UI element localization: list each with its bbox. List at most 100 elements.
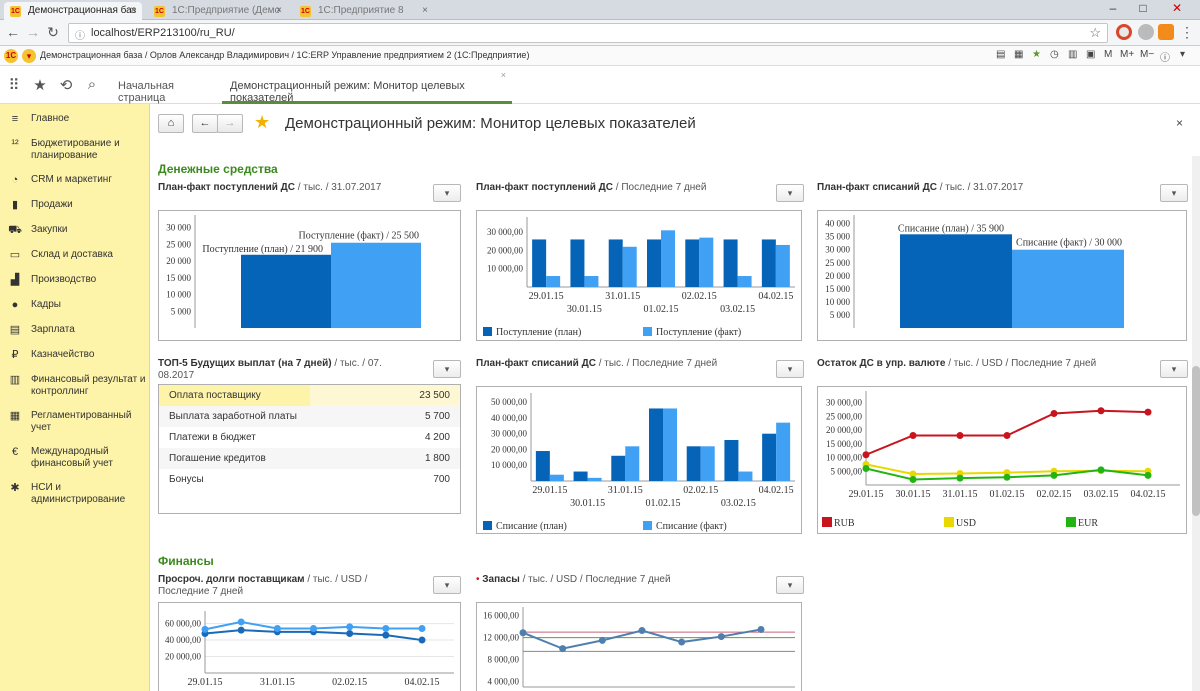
sidebar-item[interactable]: ≡ Главное	[0, 113, 150, 125]
back-button[interactable]: ←	[192, 114, 218, 133]
close-tab-icon[interactable]: ×	[130, 5, 136, 16]
rss-icon[interactable]	[1158, 24, 1174, 40]
x-tick-label: 29.01.15	[532, 485, 567, 496]
forward-arrow-icon[interactable]: →	[26, 24, 40, 40]
widget-menu-button[interactable]: ▾	[776, 576, 804, 594]
chevron-down-icon: ▾	[444, 364, 450, 374]
data-point	[909, 470, 917, 478]
address-bar: ← → ↻ ⓘ localhost/ERP213100/ru_RU/ ☆ ⋮	[0, 20, 1200, 46]
table-row[interactable]: Погашение кредитов 1 800	[159, 448, 460, 469]
section-finance: Финансы	[158, 554, 214, 568]
table-row[interactable]: Оплата поставщику 23 500	[159, 385, 460, 406]
chart-cash-in-7-days: 30 000,00 20 000,00 10 000,00 29.01.15 31.01…	[476, 210, 802, 341]
reload-icon[interactable]: ↻	[47, 24, 59, 40]
chevron-down-icon: ▾	[444, 580, 450, 590]
widget-menu-button[interactable]: ▾	[433, 360, 461, 378]
browser-tab-3[interactable]: 1С 1С:Предприятие 8 ×	[300, 5, 428, 17]
table-row[interactable]: Бонусы 700	[159, 469, 460, 490]
tab-home[interactable]: Начальная страница	[118, 80, 174, 104]
data-point	[519, 629, 527, 637]
y-tick-label: 20 000,00	[165, 652, 202, 662]
sidebar-item[interactable]: ● Кадры	[0, 299, 150, 311]
apps-grid-icon[interactable]: ⠿	[8, 77, 20, 94]
print-icon[interactable]: ▦	[1014, 49, 1024, 60]
history-icon[interactable]: ⟲	[59, 77, 73, 94]
sidebar-item[interactable]: ◔ CRM и маркетинг	[0, 174, 150, 186]
sidebar-item[interactable]: ¹² Бюджетирование и планирование	[0, 138, 150, 162]
data-point	[559, 645, 567, 653]
browser-menu-icon[interactable]: ⋮	[1180, 24, 1194, 40]
close-window-icon[interactable]: ✕	[1171, 1, 1183, 15]
forward-button[interactable]: →	[217, 114, 243, 133]
legend-label: EUR	[1078, 518, 1098, 529]
calculator-icon[interactable]: ▣	[1086, 49, 1096, 60]
memory-minus-button[interactable]: M−	[1140, 49, 1155, 60]
sidebar-item[interactable]: ▮ Продажи	[0, 199, 150, 211]
y-tick-label: 10 000	[166, 290, 191, 300]
y-tick-label: 40 000,00	[491, 413, 528, 423]
close-page-button[interactable]: ×	[1176, 116, 1184, 130]
info-icon[interactable]: ⓘ	[1160, 53, 1170, 64]
widget-menu-button[interactable]: ▾	[776, 184, 804, 202]
save-icon[interactable]: ▤	[996, 49, 1006, 60]
home-button[interactable]: ⌂	[158, 114, 184, 133]
sidebar-item[interactable]: ⛟ Закупки	[0, 224, 150, 236]
chart-bar	[699, 237, 714, 287]
chart-svg: 16 000,00 12 000,00 8 000,00 4 000,00	[483, 607, 795, 688]
history-icon[interactable]: ◷	[1050, 49, 1059, 60]
crm-icon: ◔	[11, 174, 19, 186]
chart-bar	[241, 254, 331, 328]
memory-button[interactable]: M	[1104, 49, 1113, 60]
data-label: Поступление (план) / 21 900	[202, 244, 323, 255]
sidebar-item[interactable]: ▭ Склад и доставка	[0, 249, 150, 261]
extension-icon[interactable]	[1138, 24, 1154, 40]
sidebar-item[interactable]: ▤ Зарплата	[0, 324, 150, 336]
browser-tab-2[interactable]: 1С 1С:Предприятие (Демо ×	[154, 5, 282, 17]
favorite-star-icon[interactable]: ★	[254, 112, 271, 132]
data-point	[382, 631, 390, 639]
calendar-icon[interactable]: ▥	[1068, 49, 1078, 60]
scrollbar-thumb[interactable]	[1192, 366, 1200, 516]
sidebar-item[interactable]: ₽ Казначейство	[0, 349, 150, 361]
close-tab-icon[interactable]: ×	[500, 70, 506, 80]
legend-label: Поступление (факт)	[656, 327, 741, 338]
widget-title-cash-balance-usd: Остаток ДС в упр. валюте / тыс. / USD / …	[817, 358, 1097, 369]
maximize-window-icon[interactable]: □	[1139, 1, 1147, 15]
sidebar-item[interactable]: ▥ Финансовый результат и контроллинг	[0, 374, 150, 398]
tab-monitor[interactable]: Демонстрационный режим: Монитор целевых …	[222, 66, 512, 104]
widget-menu-button[interactable]: ▾	[776, 360, 804, 378]
sidebar-item[interactable]: € Международный финансовый учет	[0, 446, 150, 470]
back-arrow-icon[interactable]: ←	[6, 24, 20, 40]
row-label: Бонусы	[169, 474, 204, 485]
browser-tab-1[interactable]: 1С Демонстрационная баз ×	[4, 2, 142, 20]
widget-menu-button[interactable]: ▾	[1160, 184, 1188, 202]
y-tick-label: 30 000	[166, 223, 191, 233]
table-row[interactable]: Платежи в бюджет 4 200	[159, 427, 460, 448]
memory-plus-button[interactable]: M+	[1120, 49, 1135, 60]
favorites-icon[interactable]: ★	[1032, 49, 1041, 60]
app-menu-icon[interactable]: ▾	[22, 49, 36, 63]
chart-bar	[532, 239, 547, 287]
data-point	[757, 625, 765, 633]
table-row[interactable]: Выплата заработной платы 5 700	[159, 406, 460, 427]
close-tab-icon[interactable]: ×	[276, 5, 282, 16]
url-input[interactable]: ⓘ localhost/ERP213100/ru_RU/ ☆	[68, 23, 1108, 43]
data-point	[862, 451, 870, 459]
search-icon[interactable]: ⌕	[87, 76, 97, 93]
minimize-window-icon[interactable]: –	[1109, 1, 1117, 15]
close-tab-icon[interactable]: ×	[422, 5, 428, 16]
sidebar-item[interactable]: ✱ НСИ и администрирование	[0, 482, 150, 506]
app-more-icon[interactable]: ▾	[1180, 49, 1186, 60]
widget-menu-button[interactable]: ▾	[433, 184, 461, 202]
extension-icon[interactable]	[1116, 24, 1132, 40]
favorites-star-icon[interactable]: ★	[33, 77, 47, 94]
sidebar-item[interactable]: ▟ Производство	[0, 274, 150, 286]
widget-menu-button[interactable]: ▾	[433, 576, 461, 594]
open-windows-tabs: Начальная страница Демонстрационный режи…	[110, 66, 1200, 104]
sidebar-item[interactable]: ▦ Регламентированный учет	[0, 410, 150, 434]
chart-bar	[331, 242, 421, 328]
bookmark-star-icon[interactable]: ☆	[1089, 25, 1101, 40]
widget-menu-button[interactable]: ▾	[1160, 360, 1188, 378]
back-arrow-icon: ←	[199, 117, 211, 129]
warehouse-icon: ▭	[9, 249, 21, 261]
